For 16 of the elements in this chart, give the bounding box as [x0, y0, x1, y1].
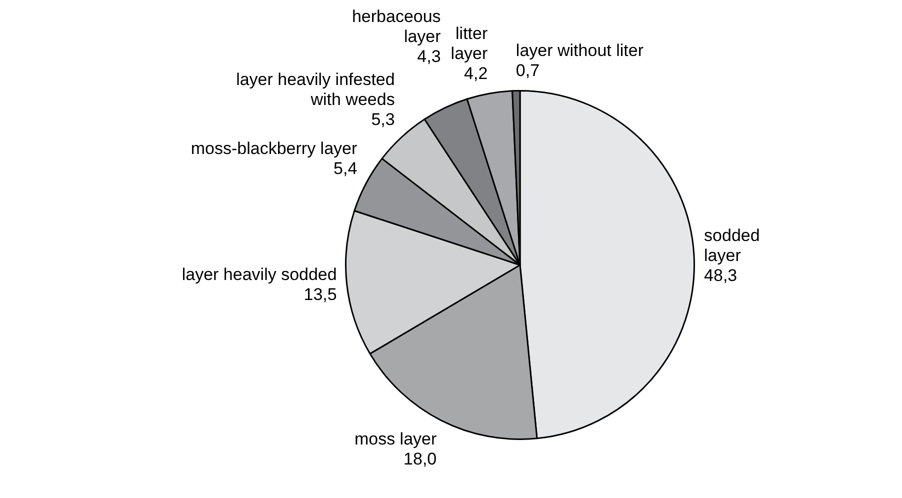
data-label: 0,7 [516, 60, 540, 80]
slice-label: herbaceous layer [352, 6, 442, 46]
slice-label: layer without liter [516, 40, 644, 60]
data-label: 48,3 [704, 266, 738, 286]
slice-label: layer heavily sodded [182, 265, 337, 284]
slice-label: layer heavily infested with weeds [236, 70, 395, 109]
slice-label: moss layer [354, 430, 437, 448]
slice-label: litter layer [450, 24, 488, 63]
data-label: 5,4 [334, 158, 358, 178]
slice-label: moss-blackberry layer [190, 138, 358, 158]
slice-label: sodded layer [704, 226, 760, 266]
data-label: 4,2 [464, 64, 488, 83]
data-label: 4,3 [417, 46, 441, 66]
data-label: 13,5 [304, 285, 337, 304]
data-label: 5,3 [371, 110, 395, 129]
data-label: 18,0 [404, 450, 437, 468]
